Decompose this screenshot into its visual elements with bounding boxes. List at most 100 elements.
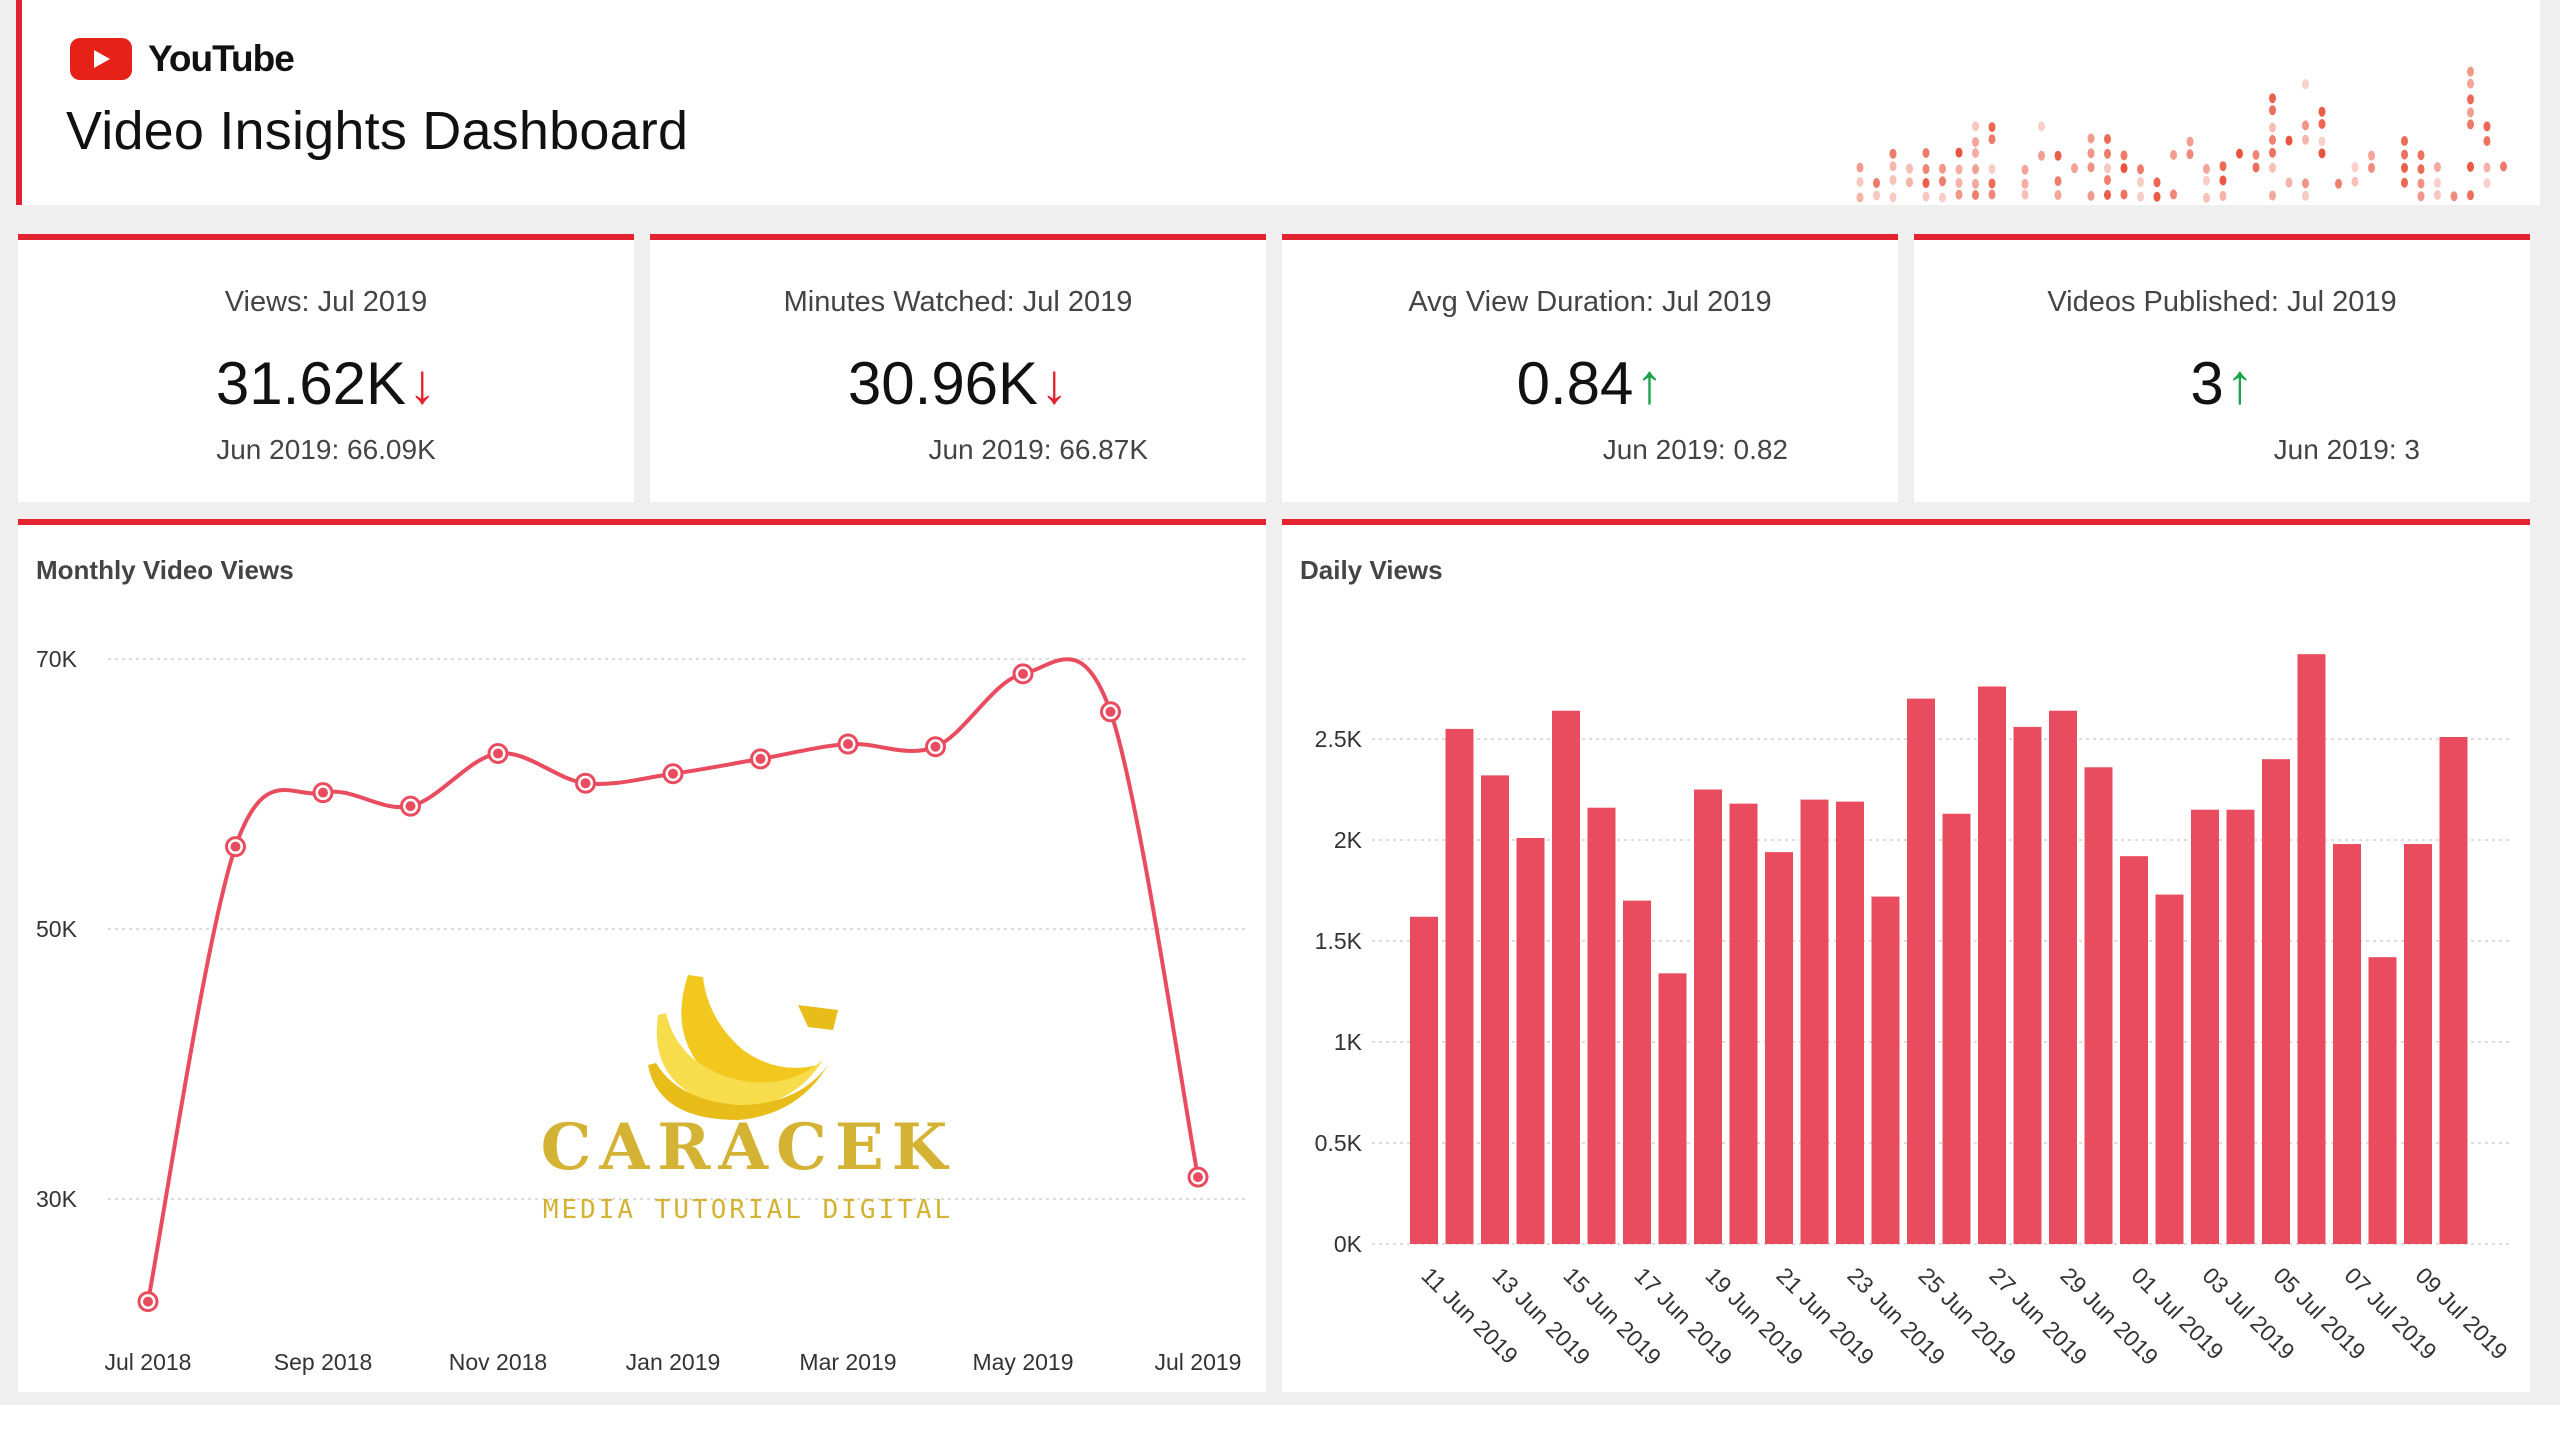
monthly-video-views-panel: Monthly Video Views 30K 50K 70K Jul 2018 Sep…: [18, 519, 1266, 1392]
data-point[interactable]: Aug 2018: 56100: [225, 836, 246, 858]
decor-dot: [2203, 192, 2210, 203]
y-tick-label: 1K: [1334, 1029, 1363, 1055]
bar[interactable]: 26 Jun 2019: 2130: [1942, 813, 1971, 1244]
decor-dot: [2104, 148, 2111, 159]
decor-dot: [2071, 163, 2078, 174]
decor-dot: [2318, 148, 2326, 159]
data-point-dot: [1018, 668, 1028, 679]
data-point[interactable]: Jan 2019: 61500: [662, 763, 684, 785]
data-point[interactable]: Mar 2019: 63700: [837, 733, 859, 755]
bar[interactable]: 01 Jul 2019: 1920: [2120, 856, 2148, 1244]
decor-dot: [2302, 134, 2309, 145]
decor-dot: [1988, 163, 1996, 174]
kpi-value: 31.62K: [215, 350, 407, 417]
bar[interactable]: 06 Jul 2019: 2920: [2297, 654, 2326, 1244]
arrow-down-icon: ↓: [408, 352, 437, 415]
bar[interactable]: 15 Jun 2019: 2640: [1552, 710, 1580, 1244]
decor-dot: [2087, 133, 2095, 144]
decor-dot: [1972, 136, 1979, 147]
y-tick-label: 50K: [36, 916, 78, 942]
decor-dot: [1972, 148, 1979, 159]
bar[interactable]: 16 Jun 2019: 2160: [1587, 807, 1616, 1244]
decor-dot: [2450, 191, 2458, 202]
bar[interactable]: 08 Jul 2019: 1420: [2368, 957, 2397, 1244]
data-point[interactable]: Feb 2019: 62600: [750, 748, 771, 770]
bar[interactable]: 11 Jun 2019: 1620: [1410, 916, 1438, 1244]
header-dot-pattern-decoration: [1856, 66, 2507, 203]
data-point[interactable]: Nov 2018: 63000: [487, 743, 509, 764]
bar[interactable]: 10 Jul 2019: 2510: [2439, 736, 2468, 1244]
bar[interactable]: 18 Jun 2019: 1340: [1658, 973, 1687, 1244]
bar[interactable]: 29 Jun 2019: 2640: [2049, 710, 2077, 1244]
data-point-dot: [1193, 1172, 1203, 1183]
bar[interactable]: 17 Jun 2019: 1700: [1623, 900, 1651, 1244]
data-point-dot: [755, 753, 766, 764]
kpi-value: 30.96K: [847, 350, 1039, 417]
decor-dot: [2368, 162, 2375, 173]
x-tick-label: Mar 2019: [799, 1349, 896, 1375]
data-point[interactable]: Jun 2019: 66090: [1100, 701, 1121, 723]
data-point-dot: [668, 768, 678, 779]
decor-dot: [1988, 189, 1996, 200]
decor-dot: [2467, 107, 2474, 118]
bar[interactable]: 24 Jun 2019: 1720: [1871, 896, 1900, 1244]
bar[interactable]: 30 Jun 2019: 2360: [2084, 767, 2113, 1244]
bar[interactable]: 09 Jul 2019: 1980: [2404, 844, 2432, 1244]
y-tick-label: 0K: [1334, 1231, 1363, 1257]
data-point[interactable]: May 2019: 68900: [1012, 663, 1034, 685]
monthly-views-line-chart: 30K 50K 70K Jul 2018 Sep 2018 Nov 2018 Jan 201…: [36, 646, 1248, 1375]
bar[interactable]: 02 Jul 2019: 1730: [2155, 894, 2184, 1244]
decor-dot: [2368, 150, 2375, 161]
bar[interactable]: 12 Jun 2019: 2550: [1445, 728, 1474, 1244]
decor-dot: [2054, 150, 2062, 161]
data-point-dot: [493, 748, 503, 759]
kpi-previous-value: Jun 2019: 3: [2273, 434, 2420, 465]
bar[interactable]: 07 Jul 2019: 1980: [2333, 844, 2361, 1244]
data-point[interactable]: Jul 2019: 31620: [1187, 1166, 1209, 1188]
decor-dot: [1955, 147, 1963, 158]
bar[interactable]: 13 Jun 2019: 2320: [1481, 775, 1509, 1244]
decor-dot: [2318, 106, 2326, 117]
bar[interactable]: 22 Jun 2019: 2200: [1800, 799, 1829, 1244]
decor-dot: [2038, 150, 2045, 161]
kpi-title: Videos Published: Jul 2019: [2047, 286, 2397, 318]
bar[interactable]: 03 Jul 2019: 2150: [2191, 809, 2219, 1244]
bar[interactable]: 23 Jun 2019: 2190: [1836, 801, 1864, 1244]
decor-dot: [2087, 148, 2095, 159]
decor-dot: [2021, 178, 2029, 189]
bar[interactable]: 05 Jul 2019: 2400: [2262, 759, 2290, 1244]
decor-dot: [2467, 66, 2474, 77]
bar[interactable]: 28 Jun 2019: 2560: [2013, 726, 2042, 1244]
data-point[interactable]: Oct 2018: 59100: [400, 795, 421, 817]
bar[interactable]: 19 Jun 2019: 2250: [1694, 789, 1722, 1245]
bar[interactable]: 14 Jun 2019: 2010: [1516, 837, 1545, 1244]
decor-dot: [1972, 121, 1979, 132]
kpi-previous-value: Jun 2019: 0.82: [1602, 434, 1788, 465]
data-point[interactable]: Jul 2018: 22400: [137, 1291, 159, 1313]
decor-dot: [2467, 94, 2474, 105]
decor-dot: [2483, 136, 2491, 147]
decor-dot: [1873, 178, 1880, 189]
decor-dot: [2302, 120, 2309, 131]
decor-dot: [2269, 122, 2276, 133]
bar[interactable]: 25 Jun 2019: 2700: [1907, 698, 1935, 1244]
decor-dot: [2285, 177, 2293, 188]
data-point[interactable]: Dec 2018: 60800: [575, 772, 596, 794]
bar[interactable]: 04 Jul 2019: 2150: [2226, 809, 2255, 1244]
decor-dot: [1955, 189, 1963, 200]
bar[interactable]: 20 Jun 2019: 2180: [1729, 803, 1758, 1244]
decor-dot: [2302, 178, 2309, 189]
data-point[interactable]: Sep 2018: 60100: [312, 782, 334, 804]
data-point-dot: [230, 841, 241, 852]
decor-dot: [2186, 136, 2194, 147]
decor-dot: [2021, 164, 2029, 175]
bar[interactable]: 21 Jun 2019: 1940: [1765, 852, 1793, 1244]
y-tick-label: 2.5K: [1315, 726, 1363, 752]
data-point[interactable]: Apr 2019: 63500: [925, 736, 946, 758]
x-tick-label: Nov 2018: [449, 1349, 547, 1375]
bar[interactable]: 27 Jun 2019: 2760: [1978, 686, 2006, 1244]
kpi-value: 3: [2190, 350, 2224, 417]
decor-dot: [1972, 190, 1979, 201]
decor-dot: [2467, 78, 2474, 89]
decor-dot: [2104, 189, 2111, 200]
